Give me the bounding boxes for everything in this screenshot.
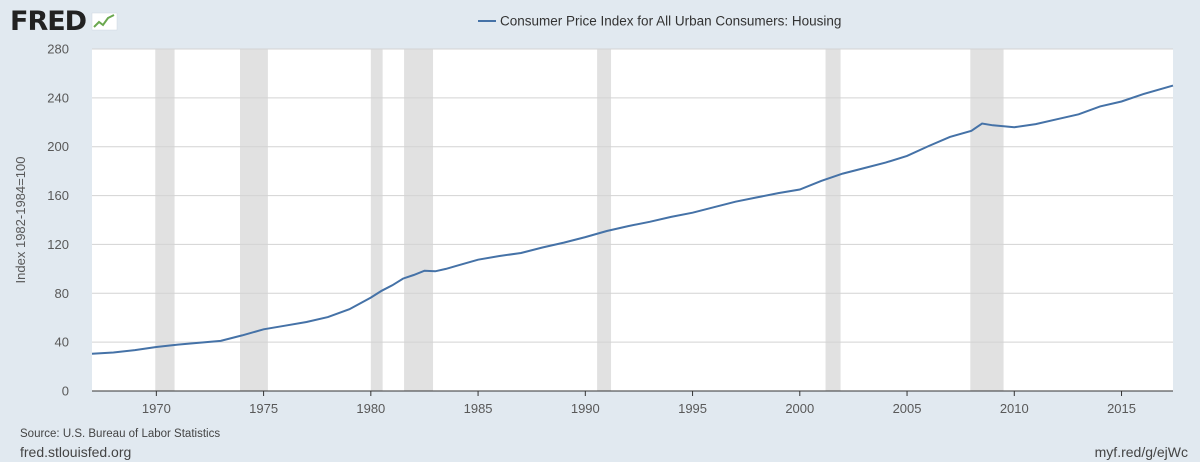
legend[interactable]: Consumer Price Index for All Urban Consu…: [478, 14, 841, 29]
y-tick-label: 120: [47, 237, 69, 252]
recession-band: [825, 49, 841, 391]
x-tick-label: 2015: [1107, 401, 1136, 416]
fred-logo-text: FRED: [10, 6, 86, 37]
legend-label: Consumer Price Index for All Urban Consu…: [500, 14, 841, 29]
recession-band: [597, 49, 612, 391]
y-axis-label: Index 1982-1984=100: [13, 157, 28, 284]
site-url[interactable]: fred.stlouisfed.org: [20, 444, 132, 460]
fred-logo[interactable]: FRED: [10, 6, 118, 37]
x-tick-label: 2000: [785, 401, 814, 416]
recession-band: [239, 49, 268, 391]
x-tick-label: 1990: [571, 401, 600, 416]
recession-band: [370, 49, 383, 391]
y-tick-label: 240: [47, 90, 69, 105]
recession-band: [155, 49, 175, 391]
recession-band: [970, 49, 1004, 391]
y-axis-ticks: 0 40 80 120 160 200 240 280: [47, 42, 69, 399]
y-tick-label: 0: [62, 384, 69, 399]
y-tick-label: 80: [55, 286, 69, 301]
recession-bands: [155, 49, 1004, 391]
short-url[interactable]: myf.red/g/ejWc: [1094, 444, 1188, 460]
x-tick-label: 1970: [142, 401, 171, 416]
x-tick-label: 1995: [678, 401, 707, 416]
y-tick-label: 40: [55, 335, 69, 350]
series-line-housing: [91, 84, 1174, 355]
x-tick-label: 1985: [464, 401, 493, 416]
x-tick-label: 1980: [356, 401, 385, 416]
recession-band: [404, 49, 434, 391]
x-tick-label: 2010: [1000, 401, 1029, 416]
trend-chart-icon: [91, 12, 118, 31]
y-tick-label: 200: [47, 139, 69, 154]
x-tick-label: 1975: [249, 401, 278, 416]
x-axis-ticks: 1970 1975 1980 1985 1990 1995 2000 2005 2010 2015: [142, 391, 1136, 416]
source-note: Source: U.S. Bureau of Labor Statistics: [20, 428, 221, 440]
grid-lines: [92, 48, 1173, 343]
y-tick-label: 160: [47, 188, 69, 203]
x-tick-label: 2005: [893, 401, 922, 416]
y-tick-label: 280: [47, 42, 69, 57]
